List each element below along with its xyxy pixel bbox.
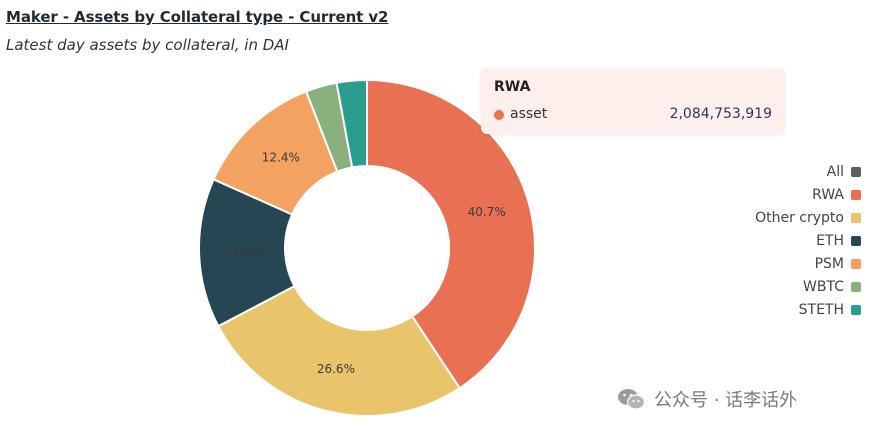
legend-label: All <box>826 164 844 180</box>
legend-item-rwa[interactable]: RWA <box>812 186 861 204</box>
wechat-icon <box>618 389 646 410</box>
chart-title[interactable]: Maker - Assets by Collateral type - Curr… <box>6 8 389 26</box>
legend-item-eth[interactable]: ETH <box>816 232 861 250</box>
tooltip-series-label: asset <box>510 106 548 122</box>
legend-item-steth[interactable]: STETH <box>799 301 861 319</box>
legend-label: PSM <box>814 256 844 272</box>
slice-eth[interactable] <box>198 178 296 328</box>
slice-label-other-crypto: 26.6% <box>317 362 355 376</box>
legend-swatch <box>851 259 861 269</box>
chart-legend: All RWA Other crypto ETH PSM WBTC STETH <box>755 163 861 319</box>
legend-swatch <box>851 305 861 315</box>
slice-steth[interactable] <box>335 78 368 169</box>
legend-label: ETH <box>816 233 844 249</box>
slice-label-eth: 14.4% <box>223 245 261 259</box>
tooltip-series-dot <box>494 110 504 120</box>
legend-swatch <box>851 190 861 200</box>
legend-item-wbtc[interactable]: WBTC <box>803 278 861 296</box>
legend-label: RWA <box>812 187 844 203</box>
watermark: 公众号 · 话李话外 <box>616 386 797 412</box>
legend-swatch <box>851 167 861 177</box>
tooltip-value: 2,084,753,919 <box>669 106 772 122</box>
legend-item-other-crypto[interactable]: Other crypto <box>755 209 861 227</box>
legend-swatch <box>851 236 861 246</box>
watermark-text: 公众号 · 话李话外 <box>654 390 798 411</box>
legend-swatch <box>851 282 861 292</box>
legend-label: STETH <box>798 302 844 318</box>
slice-rwa[interactable] <box>366 78 536 390</box>
legend-item-all[interactable]: All <box>827 163 861 181</box>
chart-subtitle: Latest day assets by collateral, in DAI <box>6 36 289 54</box>
tooltip-title: RWA <box>494 79 531 95</box>
slice-label-psm: 12.4% <box>262 150 300 164</box>
chart-tooltip: RWA asset 2,084,753,919 <box>481 68 785 134</box>
slice-label-rwa: 40.7% <box>468 205 506 219</box>
legend-item-psm[interactable]: PSM <box>815 255 861 273</box>
legend-label: Other crypto <box>755 210 844 226</box>
legend-label: WBTC <box>803 279 844 295</box>
legend-swatch <box>851 213 861 223</box>
slice-other-crypto[interactable] <box>216 284 462 417</box>
